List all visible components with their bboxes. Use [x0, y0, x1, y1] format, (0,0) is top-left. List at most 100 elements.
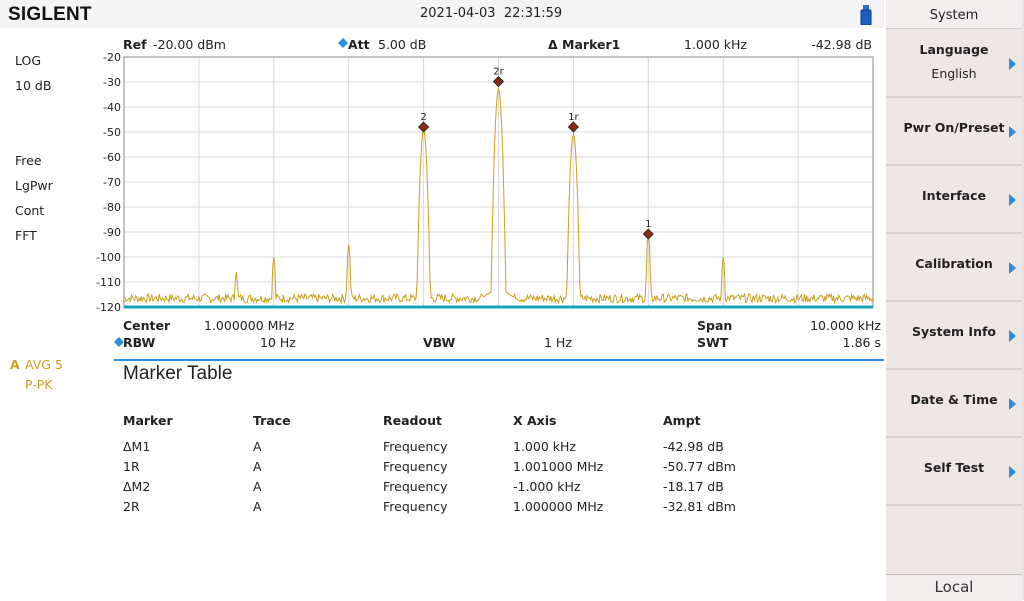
softkey-label: Pwr On/Preset [903, 120, 1005, 135]
chevron-right-icon [1009, 262, 1016, 274]
marker-table-cell: ΔM2 [123, 479, 151, 494]
marker-table-cell: A [253, 479, 262, 494]
marker-table-cell: -18.17 dB [663, 479, 724, 494]
att-value[interactable]: 5.00 dB [378, 37, 427, 52]
trace-letter[interactable]: A [10, 357, 20, 372]
status-bar [0, 0, 884, 28]
softkey-empty[interactable] [886, 506, 1022, 574]
softkey-label: Language [919, 42, 989, 57]
softkey-calibration[interactable]: Calibration [886, 234, 1022, 302]
softkey-pwr-on-preset[interactable]: Pwr On/Preset [886, 98, 1022, 166]
marker-table-cell: -42.98 dB [663, 439, 724, 454]
detector: P-PK [25, 377, 53, 392]
marker-table-cell: -32.81 dBm [663, 499, 736, 514]
y-tick-label: -70 [103, 176, 121, 189]
marker-table-cell: Frequency [383, 479, 448, 494]
y-tick-label: -120 [96, 301, 121, 314]
marker-table-title: Marker Table [123, 363, 233, 384]
marker-label[interactable]: Δ Marker1 [548, 37, 621, 52]
menu-title: System [886, 0, 1022, 29]
marker-table-header: X Axis [513, 413, 557, 428]
trace-a [123, 87, 874, 305]
spectrum-display[interactable]: -20 -30 -40 -50 -60 -70 -80 -90 -100 -110 -120 2 2r… [96, 50, 886, 316]
att-label[interactable]: Att [348, 37, 370, 52]
sweep-mode: Free [15, 153, 42, 168]
center-value[interactable]: 1.000000 MHz [204, 318, 295, 333]
rbw-indicator-icon [114, 337, 124, 347]
y-tick-label: -50 [103, 126, 121, 139]
y-axis-ticks: -20 -30 -40 -50 -60 -70 -80 -90 -100 -110 -120 [96, 51, 121, 314]
marker-1r-diamond[interactable] [567, 121, 579, 133]
softkey-date-time[interactable]: Date & Time [886, 370, 1022, 438]
marker-table-cell: A [253, 439, 262, 454]
y-tick-label: -40 [103, 101, 121, 114]
y-tick-label: -90 [103, 226, 121, 239]
chevron-right-icon [1009, 398, 1016, 410]
marker-2-diamond[interactable] [418, 121, 430, 133]
marker-table-cell: 1R [123, 459, 140, 474]
rbw-value[interactable]: 10 Hz [260, 335, 296, 350]
chevron-right-icon [1009, 126, 1016, 138]
y-tick-label: -110 [96, 276, 121, 289]
ref-label[interactable]: Ref [123, 37, 147, 52]
marker-table-cell: 1.000000 MHz [513, 499, 604, 514]
marker-2r-diamond[interactable] [492, 75, 505, 88]
marker-1-diamond[interactable] [642, 228, 654, 240]
marker-table-header: Readout [383, 413, 442, 428]
center-label[interactable]: Center [123, 318, 171, 333]
y-tick-label: -60 [103, 151, 121, 164]
chevron-right-icon [1009, 58, 1016, 70]
vbw-label[interactable]: VBW [423, 335, 456, 350]
marker-1r-label: 1r [568, 112, 579, 123]
span-value[interactable]: 10.000 kHz [810, 318, 881, 333]
marker-x-readout: 1.000 kHz [684, 37, 747, 52]
brand-logo: SIGLENT [8, 4, 92, 25]
marker-table-cell: Frequency [383, 439, 448, 454]
softkey-self-test[interactable]: Self Test [886, 438, 1022, 506]
marker-table-cell: ΔM1 [123, 439, 151, 454]
marker-table-cell: A [253, 459, 262, 474]
marker-y-readout: -42.98 dB [811, 37, 872, 52]
marker-table-cell: Frequency [383, 459, 448, 474]
softkey-menu: System Language English Pwr On/Preset Inter… [886, 0, 1024, 601]
vbw-value[interactable]: 1 Hz [544, 335, 572, 350]
marker-table-cell: A [253, 499, 262, 514]
marker-2-label: 2 [420, 112, 426, 123]
ref-value[interactable]: -20.00 dBm [153, 37, 226, 52]
sweep-type: FFT [15, 228, 37, 243]
swt-value[interactable]: 1.86 s [842, 335, 881, 350]
softkey-language[interactable]: Language English [886, 30, 1022, 98]
marker-table-cell: 1.000 kHz [513, 439, 576, 454]
softkey-label: Self Test [923, 460, 985, 475]
marker-table-cell: 2R [123, 499, 140, 514]
y-tick-label: -30 [103, 76, 121, 89]
softkey-label: Interface [922, 188, 986, 203]
rbw-label[interactable]: RBW [123, 335, 156, 350]
swt-label[interactable]: SWT [697, 335, 729, 350]
softkey-label: Date & Time [910, 392, 998, 407]
chevron-right-icon [1009, 194, 1016, 206]
average-type: LgPwr [15, 178, 53, 193]
marker-table-cell: Frequency [383, 499, 448, 514]
y-tick-label: -20 [103, 51, 121, 64]
marker-2r-label: 2r [493, 67, 504, 78]
scale-type[interactable]: LOG [15, 53, 42, 68]
local-button[interactable]: Local [886, 574, 1022, 601]
scale-div[interactable]: 10 dB [15, 78, 52, 93]
softkey-label: Calibration [915, 256, 993, 271]
divider [114, 359, 884, 361]
softkey-label: System Info [912, 324, 996, 339]
y-tick-label: -80 [103, 201, 121, 214]
chevron-right-icon [1009, 466, 1016, 478]
usb-icon [860, 5, 872, 25]
y-tick-label: -100 [96, 251, 121, 264]
att-indicator-icon [338, 38, 348, 48]
softkey-system-info[interactable]: System Info [886, 302, 1022, 370]
span-label[interactable]: Span [697, 318, 733, 333]
trace-average: AVG 5 [25, 357, 63, 372]
datetime: 2021-04-03 22:31:59 [420, 6, 563, 21]
marker-table-header: Marker [123, 413, 173, 428]
softkey-interface[interactable]: Interface [886, 166, 1022, 234]
markers[interactable]: 2 2r 1r 1 [418, 67, 654, 240]
softkey-value: English [931, 66, 977, 81]
